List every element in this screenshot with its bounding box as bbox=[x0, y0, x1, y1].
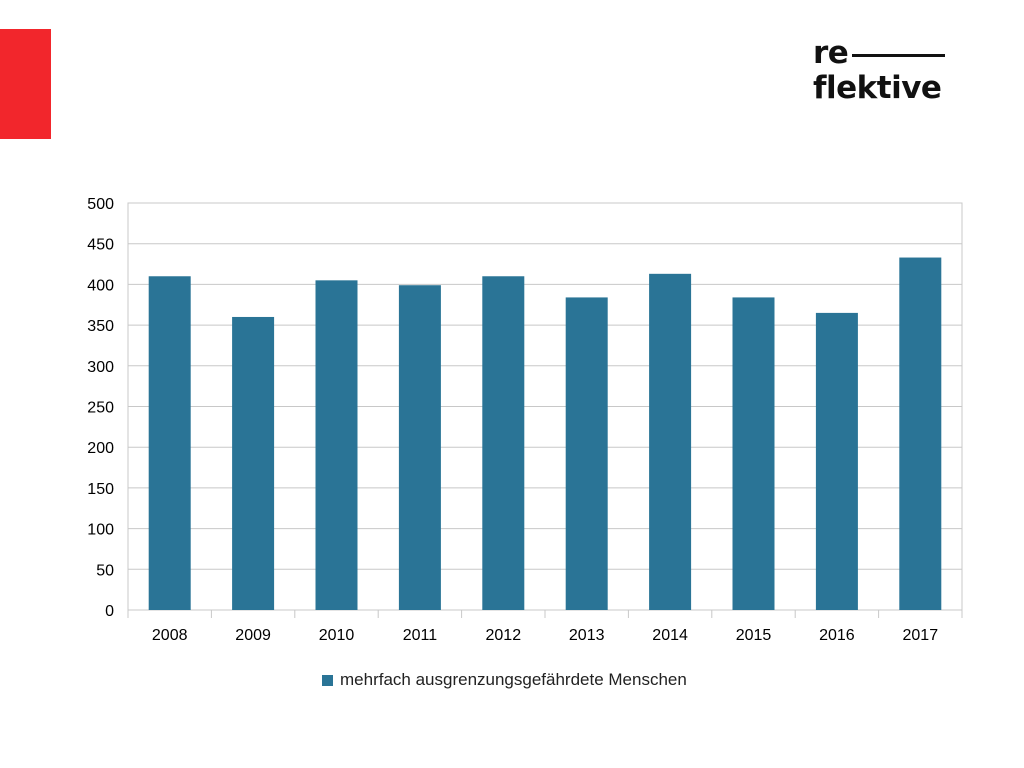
x-tick-label: 2015 bbox=[736, 627, 772, 644]
chart-legend: mehrfach ausgrenzungsgefährdete Menschen bbox=[322, 670, 687, 690]
bar bbox=[148, 276, 191, 610]
y-tick-label: 50 bbox=[96, 562, 114, 579]
y-tick-label: 200 bbox=[87, 440, 114, 457]
logo-line-1: re bbox=[813, 35, 953, 71]
y-tick-label: 150 bbox=[87, 481, 114, 498]
legend-label: mehrfach ausgrenzungsgefährdete Menschen bbox=[340, 670, 687, 689]
reflektive-logo: re flektive bbox=[813, 35, 953, 104]
x-tick-label: 2016 bbox=[819, 627, 855, 644]
bar bbox=[565, 297, 608, 610]
bar bbox=[315, 280, 358, 610]
x-tick-label: 2010 bbox=[319, 627, 355, 644]
bar bbox=[732, 297, 775, 610]
y-tick-label: 100 bbox=[87, 522, 114, 539]
y-tick-label: 450 bbox=[87, 237, 114, 254]
y-tick-label: 300 bbox=[87, 359, 114, 376]
x-tick-label: 2008 bbox=[152, 627, 188, 644]
x-tick-label: 2017 bbox=[903, 627, 939, 644]
red-accent-bar bbox=[0, 29, 51, 139]
bar bbox=[649, 273, 692, 610]
x-tick-label: 2009 bbox=[235, 627, 271, 644]
x-tick-label: 2014 bbox=[652, 627, 688, 644]
bar bbox=[815, 312, 858, 610]
x-tick-label: 2011 bbox=[403, 627, 438, 644]
y-tick-label: 0 bbox=[105, 603, 114, 620]
bar bbox=[232, 316, 275, 610]
bar bbox=[899, 257, 942, 610]
legend-swatch bbox=[322, 674, 333, 686]
bar bbox=[398, 285, 441, 610]
logo-text-re: re bbox=[813, 34, 849, 71]
y-tick-label: 250 bbox=[87, 400, 114, 417]
logo-dash bbox=[852, 53, 946, 57]
y-tick-label: 500 bbox=[87, 196, 114, 213]
bar bbox=[482, 276, 525, 610]
x-tick-label: 2012 bbox=[486, 627, 522, 644]
x-tick-label: 2013 bbox=[569, 627, 605, 644]
y-tick-label: 350 bbox=[87, 318, 114, 335]
y-tick-label: 400 bbox=[87, 277, 114, 294]
logo-text-flektive: flektive bbox=[813, 70, 942, 106]
